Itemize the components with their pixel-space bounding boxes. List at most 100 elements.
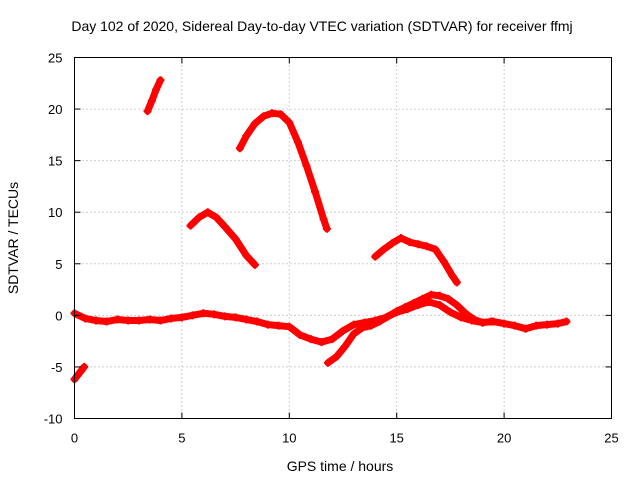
- data-point: [199, 309, 208, 318]
- data-point: [285, 118, 294, 127]
- data-point: [448, 272, 457, 281]
- data-point: [427, 290, 436, 299]
- data-point: [311, 187, 320, 196]
- data-point: [156, 76, 165, 85]
- data-point: [177, 313, 186, 322]
- data-point: [306, 335, 315, 344]
- data-point: [384, 312, 393, 321]
- series-arc-4: [236, 109, 331, 233]
- data-point: [195, 213, 204, 222]
- data-point: [188, 311, 197, 320]
- data-point: [203, 208, 212, 217]
- data-point: [263, 320, 272, 329]
- y-tick-label: -5: [51, 360, 63, 375]
- data-point: [388, 239, 397, 248]
- x-tick-label: 15: [389, 431, 403, 446]
- data-point: [242, 251, 251, 260]
- series-arc-1: [71, 363, 88, 383]
- data-point: [253, 317, 262, 326]
- data-series: [70, 76, 571, 384]
- data-point: [339, 326, 347, 335]
- data-point: [124, 316, 133, 325]
- data-point: [186, 221, 195, 230]
- data-point: [375, 317, 384, 326]
- y-tick-label: 0: [55, 308, 62, 323]
- data-point: [73, 371, 82, 380]
- series-arc-6: [324, 291, 495, 367]
- data-point: [231, 313, 240, 322]
- data-point: [317, 338, 326, 347]
- data-point: [302, 161, 311, 170]
- axis-ticks: 0 5 10 15 20 25 -10 -5 0 5 10 15 20 25: [44, 51, 619, 446]
- data-point: [341, 342, 350, 351]
- y-axis-label: SDTVAR / TECUs: [5, 182, 21, 294]
- data-point: [396, 234, 405, 242]
- data-point: [452, 301, 461, 310]
- x-tick-label: 20: [497, 431, 511, 446]
- plot-frame: [74, 57, 612, 419]
- data-point: [242, 315, 251, 324]
- data-point: [274, 321, 283, 330]
- data-point: [349, 320, 358, 329]
- data-point: [212, 213, 221, 222]
- series-arc-3: [186, 208, 259, 269]
- x-tick-label: 10: [282, 431, 296, 446]
- data-point: [414, 240, 423, 249]
- data-point: [80, 362, 89, 371]
- data-point: [431, 245, 440, 254]
- x-tick-label: 0: [71, 431, 78, 446]
- data-point: [444, 294, 453, 303]
- data-point: [268, 109, 277, 118]
- data-point: [143, 107, 152, 116]
- data-point: [435, 291, 444, 300]
- data-point: [349, 329, 358, 338]
- data-point: [521, 324, 530, 333]
- data-point: [510, 321, 519, 330]
- data-point: [446, 308, 455, 317]
- data-point: [418, 294, 427, 303]
- x-axis-label: GPS time / hours: [287, 458, 394, 474]
- data-point: [461, 309, 470, 318]
- data-point: [500, 319, 509, 328]
- data-point: [452, 278, 461, 287]
- data-point: [543, 320, 552, 329]
- grid-lines: [74, 57, 612, 419]
- data-point: [81, 314, 90, 323]
- data-point: [532, 321, 541, 330]
- data-point: [296, 330, 305, 339]
- data-point: [323, 358, 332, 367]
- data-point: [405, 238, 414, 247]
- data-point: [422, 242, 431, 251]
- data-point: [210, 310, 219, 319]
- data-point: [358, 323, 367, 332]
- y-tick-label: 25: [48, 51, 62, 66]
- data-point: [147, 96, 156, 105]
- data-point: [145, 315, 154, 324]
- data-point: [409, 298, 418, 307]
- data-point: [259, 112, 268, 121]
- y-tick-label: 20: [48, 102, 62, 117]
- data-point: [156, 316, 165, 325]
- data-point: [478, 318, 487, 327]
- data-point: [487, 317, 496, 326]
- y-tick-label: -10: [44, 412, 63, 427]
- data-point: [91, 316, 100, 325]
- y-tick-label: 15: [48, 154, 62, 169]
- data-point: [322, 224, 331, 233]
- data-point: [457, 313, 466, 322]
- data-point: [293, 138, 302, 147]
- data-point: [231, 235, 240, 244]
- data-point: [152, 85, 161, 94]
- x-tick-label: 5: [178, 431, 185, 446]
- data-point: [562, 317, 571, 326]
- data-point: [439, 257, 448, 266]
- data-point: [366, 321, 375, 330]
- data-point: [220, 222, 229, 231]
- chart-title: Day 102 of 2020, Sidereal Day-to-day VTE…: [71, 18, 572, 34]
- data-point: [319, 215, 328, 224]
- y-tick-label: 10: [48, 205, 62, 220]
- y-tick-label: 5: [55, 257, 62, 272]
- data-point: [379, 245, 388, 254]
- data-point: [470, 315, 479, 324]
